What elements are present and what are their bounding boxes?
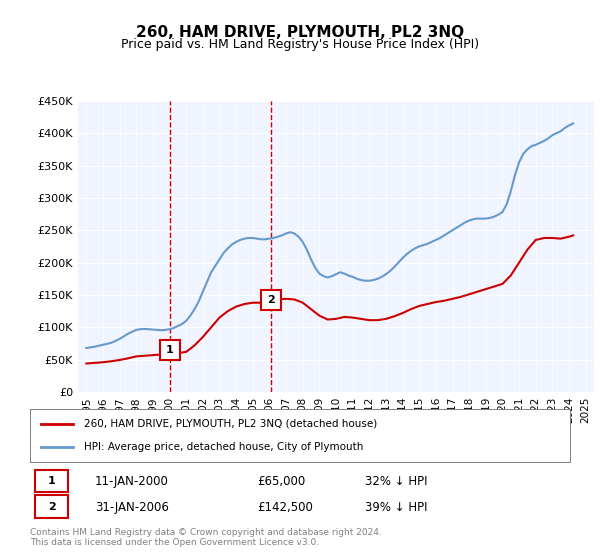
- Text: 2: 2: [267, 295, 275, 305]
- Text: Contains HM Land Registry data © Crown copyright and database right 2024.
This d: Contains HM Land Registry data © Crown c…: [30, 528, 382, 547]
- Text: 260, HAM DRIVE, PLYMOUTH, PL2 3NQ: 260, HAM DRIVE, PLYMOUTH, PL2 3NQ: [136, 25, 464, 40]
- Text: 260, HAM DRIVE, PLYMOUTH, PL2 3NQ (detached house): 260, HAM DRIVE, PLYMOUTH, PL2 3NQ (detac…: [84, 419, 377, 429]
- FancyBboxPatch shape: [35, 469, 68, 492]
- Text: £142,500: £142,500: [257, 501, 313, 514]
- Text: £65,000: £65,000: [257, 475, 305, 488]
- Text: 1: 1: [166, 345, 174, 355]
- FancyBboxPatch shape: [35, 496, 68, 517]
- Text: 31-JAN-2006: 31-JAN-2006: [95, 501, 169, 514]
- Text: 39% ↓ HPI: 39% ↓ HPI: [365, 501, 427, 514]
- Text: 11-JAN-2000: 11-JAN-2000: [95, 475, 169, 488]
- Text: 1: 1: [48, 476, 55, 486]
- Text: 2: 2: [48, 502, 55, 512]
- Text: Price paid vs. HM Land Registry's House Price Index (HPI): Price paid vs. HM Land Registry's House …: [121, 38, 479, 51]
- Text: 32% ↓ HPI: 32% ↓ HPI: [365, 475, 427, 488]
- Text: HPI: Average price, detached house, City of Plymouth: HPI: Average price, detached house, City…: [84, 442, 364, 452]
